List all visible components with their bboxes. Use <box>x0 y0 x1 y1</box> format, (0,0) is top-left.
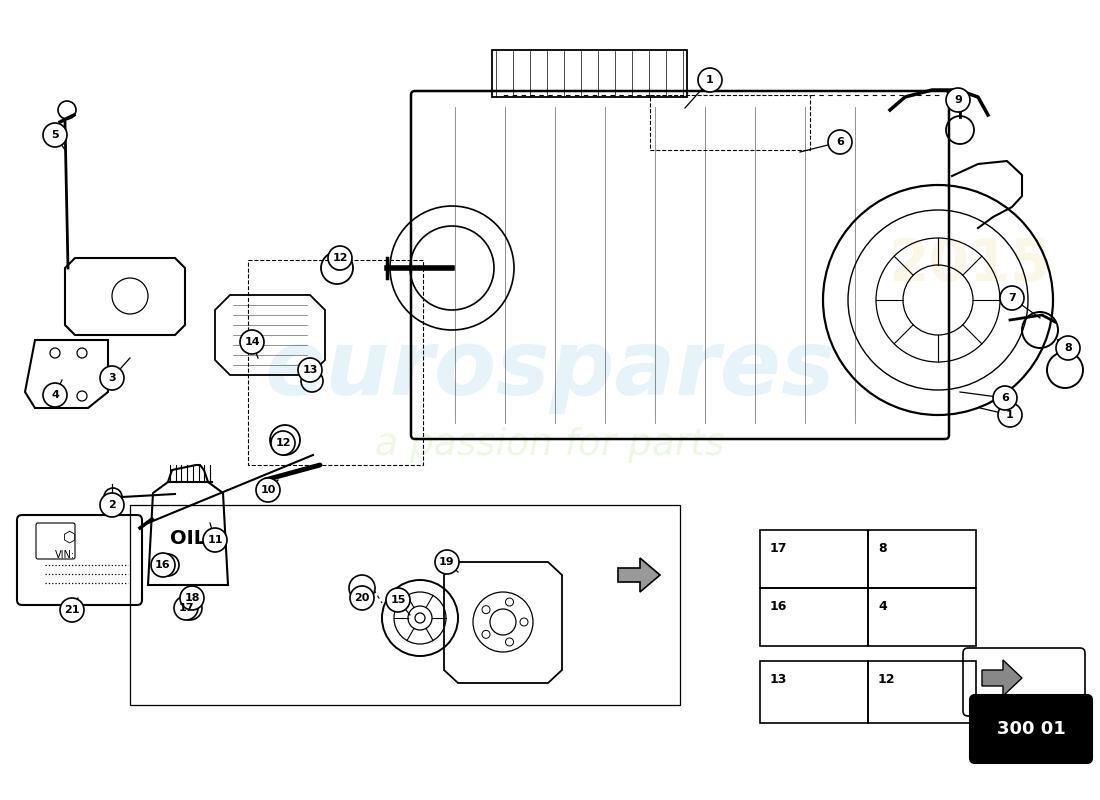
Bar <box>248 260 424 465</box>
Circle shape <box>698 68 722 92</box>
Bar <box>760 530 868 588</box>
Text: 9: 9 <box>954 95 961 105</box>
Text: 6: 6 <box>836 137 844 147</box>
Text: a passion for parts: a passion for parts <box>375 427 725 463</box>
Text: 4: 4 <box>878 600 887 613</box>
Text: 12: 12 <box>878 673 895 686</box>
Circle shape <box>998 403 1022 427</box>
Bar <box>760 588 868 646</box>
Text: 1: 1 <box>706 75 714 85</box>
Text: 8: 8 <box>878 542 887 555</box>
Circle shape <box>174 596 198 620</box>
Text: 14: 14 <box>244 337 260 347</box>
Text: 3: 3 <box>108 373 115 383</box>
Circle shape <box>151 553 175 577</box>
Circle shape <box>204 528 227 552</box>
Circle shape <box>60 598 84 622</box>
Circle shape <box>828 130 852 154</box>
Text: 16: 16 <box>770 600 788 613</box>
Text: 13: 13 <box>770 673 788 686</box>
Text: 6: 6 <box>1001 393 1009 403</box>
Text: 17: 17 <box>770 542 788 555</box>
Circle shape <box>386 588 410 612</box>
Text: 7: 7 <box>1008 293 1016 303</box>
Text: 1: 1 <box>1006 410 1014 420</box>
Text: 300 01: 300 01 <box>997 720 1066 738</box>
Circle shape <box>100 366 124 390</box>
Text: 13: 13 <box>302 365 318 375</box>
Circle shape <box>1056 336 1080 360</box>
Circle shape <box>43 123 67 147</box>
Text: eurospares: eurospares <box>265 326 835 414</box>
Circle shape <box>256 478 280 502</box>
Circle shape <box>43 383 67 407</box>
Text: 2015: 2015 <box>889 237 1052 294</box>
Polygon shape <box>618 558 660 592</box>
Text: 15: 15 <box>390 595 406 605</box>
Circle shape <box>993 386 1018 410</box>
Bar <box>868 530 976 588</box>
Text: 4: 4 <box>51 390 59 400</box>
Text: 11: 11 <box>207 535 222 545</box>
Circle shape <box>100 493 124 517</box>
Text: 16: 16 <box>155 560 170 570</box>
Bar <box>760 661 868 723</box>
Text: 10: 10 <box>261 485 276 495</box>
Circle shape <box>434 550 459 574</box>
Circle shape <box>271 431 295 455</box>
Text: 2: 2 <box>108 500 115 510</box>
Text: 8: 8 <box>1064 343 1071 353</box>
Text: 12: 12 <box>332 253 348 263</box>
Text: 18: 18 <box>185 593 200 603</box>
Text: 5: 5 <box>52 130 58 140</box>
FancyBboxPatch shape <box>970 695 1092 763</box>
Circle shape <box>1000 286 1024 310</box>
Text: 21: 21 <box>64 605 79 615</box>
Text: 12: 12 <box>275 438 290 448</box>
Bar <box>130 505 680 705</box>
Text: 19: 19 <box>439 557 454 567</box>
Bar <box>492 50 688 97</box>
Bar <box>868 588 976 646</box>
Circle shape <box>328 246 352 270</box>
Text: 20: 20 <box>354 593 370 603</box>
Circle shape <box>240 330 264 354</box>
Circle shape <box>180 586 204 610</box>
Circle shape <box>946 88 970 112</box>
Polygon shape <box>982 660 1022 696</box>
Text: 17: 17 <box>178 603 194 613</box>
Circle shape <box>350 586 374 610</box>
Text: VIN:: VIN: <box>55 550 75 560</box>
Bar <box>650 95 810 150</box>
Text: OIL: OIL <box>169 529 206 547</box>
Bar <box>868 661 976 723</box>
Circle shape <box>298 358 322 382</box>
Text: ⬡: ⬡ <box>64 530 77 545</box>
